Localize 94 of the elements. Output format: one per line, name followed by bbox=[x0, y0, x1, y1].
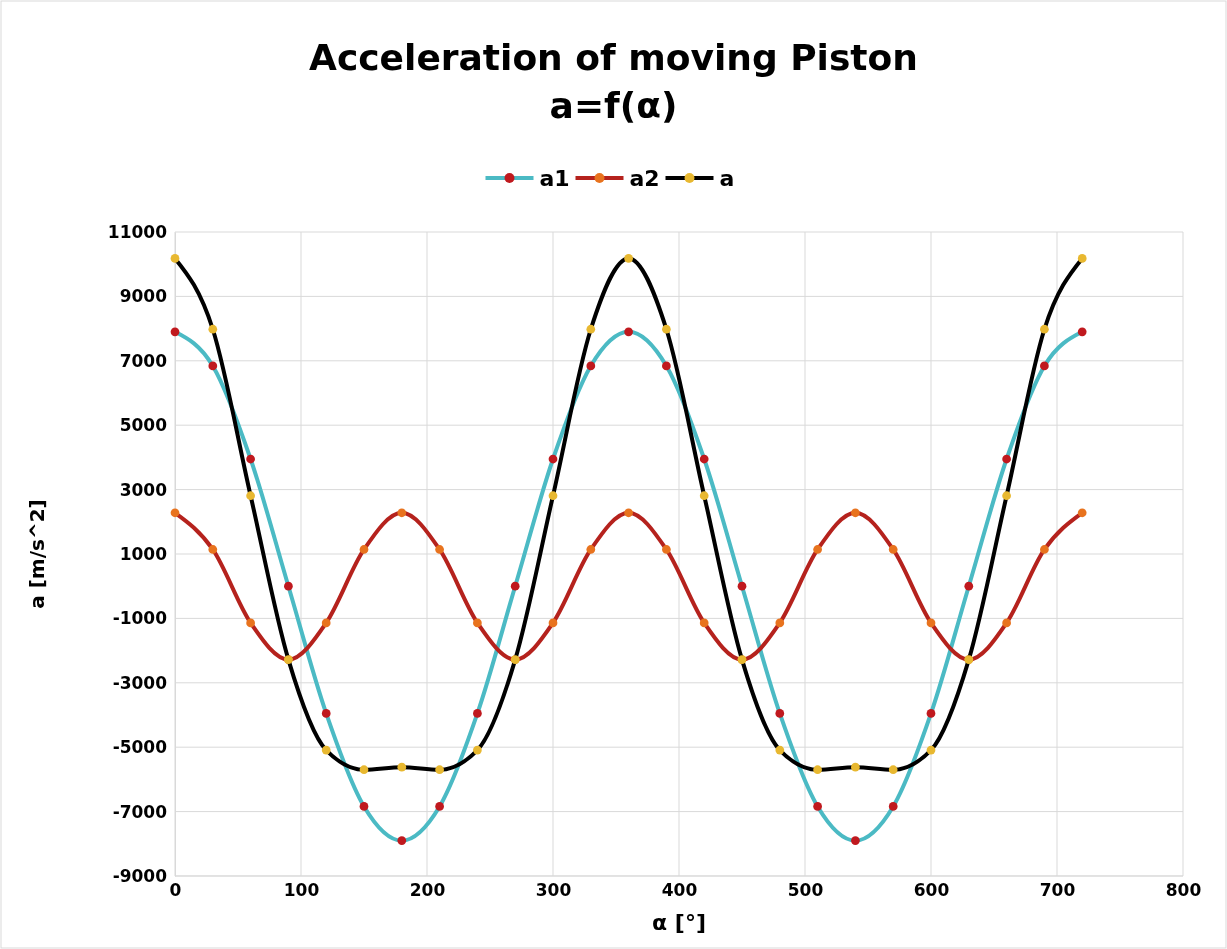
point bbox=[699, 618, 709, 628]
point bbox=[775, 618, 785, 628]
point bbox=[321, 709, 331, 718]
x-tick-label: 100 bbox=[283, 880, 320, 901]
point bbox=[662, 324, 671, 334]
x-tick-label: 0 bbox=[169, 880, 182, 901]
point bbox=[1002, 454, 1011, 464]
y-tick-label: 1000 bbox=[119, 543, 168, 564]
y-tick-label: 7000 bbox=[119, 350, 168, 371]
point bbox=[548, 454, 558, 464]
y-tick-label: 5000 bbox=[119, 415, 168, 436]
point bbox=[888, 765, 898, 775]
point bbox=[208, 324, 218, 334]
x-tick-label: 300 bbox=[535, 880, 572, 901]
point bbox=[473, 709, 482, 718]
y-tick-label: -5000 bbox=[112, 737, 168, 758]
point bbox=[548, 618, 558, 628]
point bbox=[1077, 254, 1087, 263]
y-tick-label: -1000 bbox=[112, 608, 168, 629]
point bbox=[813, 802, 822, 811]
y-tick-label: -3000 bbox=[112, 672, 168, 693]
point bbox=[624, 254, 633, 263]
point bbox=[699, 454, 709, 464]
point bbox=[1077, 327, 1087, 337]
point bbox=[397, 762, 407, 772]
legend-label: a1 bbox=[539, 166, 570, 191]
point bbox=[662, 545, 671, 554]
point bbox=[586, 324, 596, 334]
point bbox=[208, 361, 218, 371]
point bbox=[510, 581, 520, 591]
point bbox=[284, 581, 293, 591]
legend-label: a bbox=[719, 166, 735, 191]
point bbox=[888, 545, 898, 554]
point bbox=[1040, 361, 1049, 371]
point bbox=[662, 361, 671, 371]
point bbox=[321, 745, 331, 755]
point bbox=[170, 254, 180, 263]
point bbox=[170, 508, 180, 518]
y-tick-label: -9000 bbox=[112, 865, 168, 886]
point bbox=[926, 709, 936, 718]
y-axis-title: a [m/s^2] bbox=[25, 499, 49, 609]
chart-title: Acceleration of moving Piston bbox=[309, 37, 918, 78]
y-tick-label: 3000 bbox=[119, 479, 168, 500]
point bbox=[1077, 508, 1087, 518]
point bbox=[208, 545, 218, 554]
point bbox=[964, 581, 974, 591]
point bbox=[699, 491, 709, 501]
point bbox=[926, 745, 936, 755]
point bbox=[851, 508, 860, 518]
x-tick-label: 200 bbox=[409, 880, 446, 901]
legend-label: a2 bbox=[629, 166, 660, 191]
point bbox=[170, 327, 180, 337]
point bbox=[813, 765, 822, 775]
point bbox=[775, 745, 785, 755]
point bbox=[321, 618, 331, 628]
point bbox=[397, 508, 407, 518]
point bbox=[246, 454, 255, 464]
point bbox=[888, 802, 898, 811]
point bbox=[435, 765, 444, 775]
point bbox=[851, 762, 860, 772]
y-tick-label: 9000 bbox=[119, 286, 168, 307]
point bbox=[1040, 545, 1049, 554]
x-axis-title: α [°] bbox=[652, 910, 706, 935]
point bbox=[435, 545, 444, 554]
point bbox=[548, 491, 558, 501]
point bbox=[359, 545, 369, 554]
point bbox=[851, 836, 860, 845]
point bbox=[246, 618, 255, 628]
point bbox=[586, 361, 596, 371]
y-tick-label: -7000 bbox=[112, 801, 168, 822]
x-tick-label: 600 bbox=[913, 880, 950, 901]
point bbox=[359, 802, 369, 811]
point bbox=[397, 836, 407, 845]
point bbox=[1002, 618, 1011, 628]
point bbox=[737, 581, 747, 591]
point bbox=[473, 618, 482, 628]
point bbox=[1040, 324, 1049, 334]
point bbox=[813, 545, 822, 554]
point bbox=[473, 745, 482, 755]
point bbox=[359, 765, 369, 775]
point bbox=[246, 491, 255, 501]
x-tick-label: 500 bbox=[787, 880, 824, 901]
point bbox=[624, 327, 633, 337]
x-tick-label: 800 bbox=[1165, 880, 1202, 901]
point bbox=[1002, 491, 1011, 501]
x-tick-label: 700 bbox=[1039, 880, 1076, 901]
y-tick-label: 11000 bbox=[107, 221, 168, 242]
x-tick-label: 400 bbox=[661, 880, 698, 901]
chart-subtitle: a=f(α) bbox=[549, 85, 678, 126]
point bbox=[775, 709, 785, 718]
point bbox=[624, 508, 633, 518]
point bbox=[586, 545, 596, 554]
point bbox=[926, 618, 936, 628]
point bbox=[435, 802, 444, 811]
